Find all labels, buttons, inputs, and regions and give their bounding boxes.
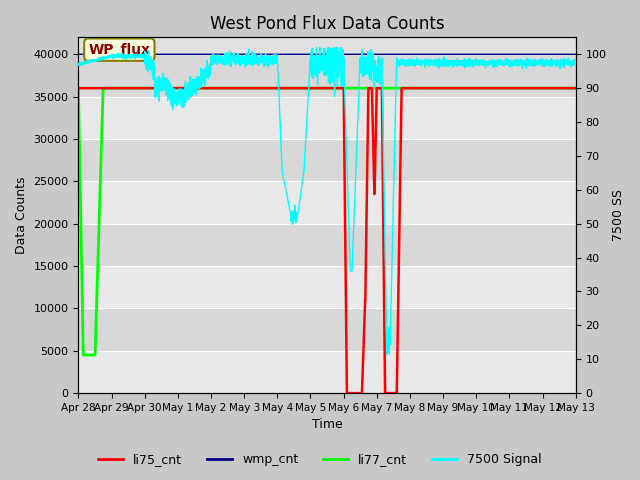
Bar <box>79 139 576 181</box>
Bar <box>79 181 576 224</box>
Legend: li75_cnt, wmp_cnt, li77_cnt, 7500 Signal: li75_cnt, wmp_cnt, li77_cnt, 7500 Signal <box>93 448 547 471</box>
Y-axis label: Data Counts: Data Counts <box>15 177 28 254</box>
X-axis label: Time: Time <box>312 419 342 432</box>
Bar <box>79 351 576 393</box>
Bar <box>79 224 576 266</box>
Y-axis label: 7500 SS: 7500 SS <box>612 189 625 241</box>
Bar <box>79 96 576 139</box>
Bar <box>79 309 576 351</box>
Bar <box>79 266 576 309</box>
Bar <box>79 54 576 96</box>
Title: West Pond Flux Data Counts: West Pond Flux Data Counts <box>210 15 444 33</box>
Text: WP_flux: WP_flux <box>88 43 150 57</box>
